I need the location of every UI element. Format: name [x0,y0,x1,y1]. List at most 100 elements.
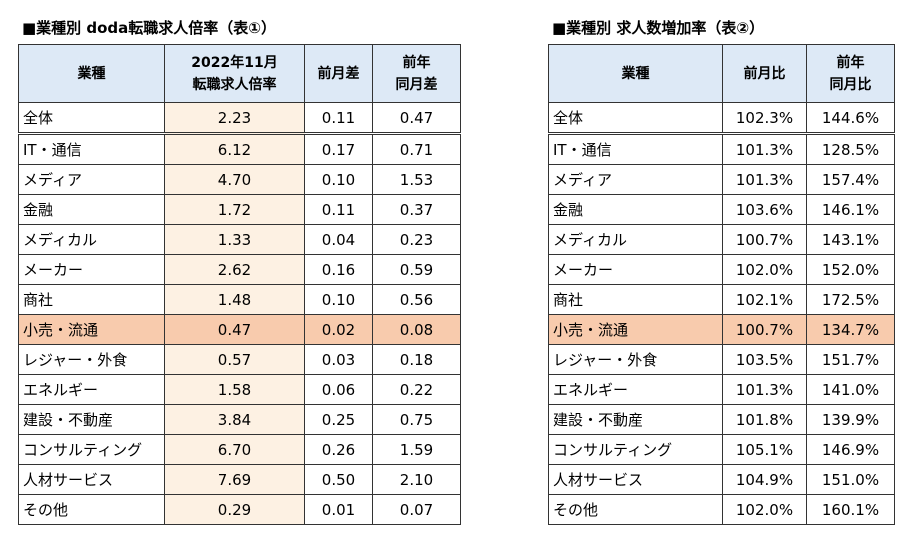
row: 人材サービス 7.69 0.50 2.10 [18,464,461,495]
category-cell: 小売・流通 [18,314,165,345]
value-cell: 0.18 [372,344,461,375]
row: 人材サービス 104.9% 151.0% [548,464,895,495]
row: レジャー・外食 0.57 0.03 0.18 [18,344,461,375]
value-cell: 104.9% [722,464,807,495]
category-cell: 金融 [548,194,723,225]
value-cell: 105.1% [722,434,807,465]
value-cell: 152.0% [806,254,895,285]
value-cell: 141.0% [806,374,895,405]
row: メーカー 102.0% 152.0% [548,254,895,285]
value-cell: 143.1% [806,224,895,255]
value-cell: 1.58 [164,374,305,405]
value-cell: 1.33 [164,224,305,255]
value-cell: 0.01 [304,494,373,525]
header-cell: 前年 同月比 [806,44,895,103]
value-cell: 0.03 [304,344,373,375]
value-cell: 0.06 [304,374,373,405]
value-cell: 3.84 [164,404,305,435]
value-cell: 101.3% [722,133,807,165]
category-cell: エネルギー [18,374,165,405]
value-cell: 6.70 [164,434,305,465]
category-cell: コンサルティング [548,434,723,465]
value-cell: 4.70 [164,164,305,195]
value-cell: 100.7% [722,314,807,345]
row: その他 102.0% 160.1% [548,494,895,525]
row: コンサルティング 105.1% 146.9% [548,434,895,465]
category-cell: メーカー [18,254,165,285]
value-cell: 0.56 [372,284,461,315]
header-text: 2022年11月 [191,54,278,71]
value-cell: 1.72 [164,194,305,225]
row: その他 0.29 0.01 0.07 [18,494,461,525]
value-cell: 2.23 [164,102,305,135]
value-cell: 103.6% [722,194,807,225]
value-cell: 0.75 [372,404,461,435]
value-cell: 151.0% [806,464,895,495]
row: エネルギー 101.3% 141.0% [548,374,895,405]
header-text: 前月差 [317,65,360,82]
value-cell: 0.59 [372,254,461,285]
value-cell: 146.9% [806,434,895,465]
value-cell: 101.3% [722,374,807,405]
category-cell: エネルギー [548,374,723,405]
value-cell: 7.69 [164,464,305,495]
value-cell: 0.29 [164,494,305,525]
table: 業種 2022年11月 転職求人倍率 前月差 前年 同月差 全体 2.23 0.11 0.47 IT… [18,44,461,525]
header-text: 前年 [402,54,431,71]
table-block: ■業種別 求人数増加率（表②） 業種 前月比 前年 同月比 全体 102.3% 144.6%… [548,14,895,525]
value-cell: 151.7% [806,344,895,375]
header-text: 転職求人倍率 [192,76,277,93]
row: IT・通信 6.12 0.17 0.71 [18,133,461,165]
value-cell: 157.4% [806,164,895,195]
row: 建設・不動産 3.84 0.25 0.75 [18,404,461,435]
value-cell: 0.22 [372,374,461,405]
category-cell: その他 [18,494,165,525]
value-cell: 172.5% [806,284,895,315]
value-cell: 2.10 [372,464,461,495]
header-cell: 2022年11月 転職求人倍率 [164,44,305,103]
value-cell: 0.17 [304,133,373,165]
value-cell: 0.07 [372,494,461,525]
value-cell: 0.04 [304,224,373,255]
category-cell: レジャー・外食 [18,344,165,375]
value-cell: 102.0% [722,254,807,285]
row: 小売・流通 0.47 0.02 0.08 [18,314,461,345]
row: メーカー 2.62 0.16 0.59 [18,254,461,285]
row: 商社 102.1% 172.5% [548,284,895,315]
value-cell: 0.10 [304,284,373,315]
row: メディカル 100.7% 143.1% [548,224,895,255]
category-cell: 建設・不動産 [18,404,165,435]
value-cell: 0.02 [304,314,373,345]
value-cell: 0.25 [304,404,373,435]
value-cell: 160.1% [806,494,895,525]
value-cell: 0.57 [164,344,305,375]
category-cell: 人材サービス [18,464,165,495]
row: 金融 1.72 0.11 0.37 [18,194,461,225]
category-cell: メディア [18,164,165,195]
header-text: 同月比 [829,76,872,93]
value-cell: 101.3% [722,164,807,195]
header-row: 業種 2022年11月 転職求人倍率 前月差 前年 同月差 [18,44,461,103]
category-cell: 人材サービス [548,464,723,495]
value-cell: 144.6% [806,102,895,135]
value-cell: 100.7% [722,224,807,255]
row: メディア 101.3% 157.4% [548,164,895,195]
value-cell: 0.26 [304,434,373,465]
value-cell: 0.47 [372,102,461,135]
value-cell: 139.9% [806,404,895,435]
row: レジャー・外食 103.5% 151.7% [548,344,895,375]
value-cell: 1.48 [164,284,305,315]
value-cell: 0.47 [164,314,305,345]
header-cell: 前月差 [304,44,373,103]
header-cell: 前年 同月差 [372,44,461,103]
category-cell: 全体 [548,102,723,135]
value-cell: 102.3% [722,102,807,135]
value-cell: 134.7% [806,314,895,345]
category-cell: 全体 [18,102,165,135]
row: 建設・不動産 101.8% 139.9% [548,404,895,435]
header-text: 前年 [836,54,865,71]
category-cell: メディカル [548,224,723,255]
category-cell: メディカル [18,224,165,255]
row: 全体 102.3% 144.6% [548,102,895,135]
value-cell: 101.8% [722,404,807,435]
